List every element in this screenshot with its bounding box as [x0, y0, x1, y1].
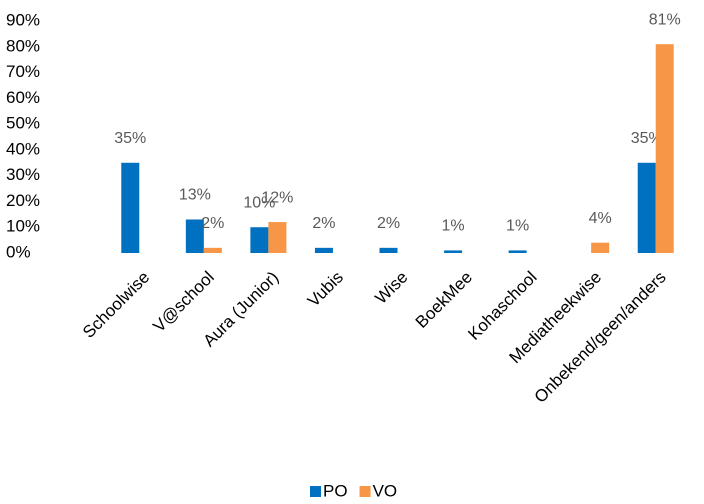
- bar: [655, 44, 674, 254]
- bar: [121, 162, 140, 253]
- legend-label: PO: [323, 481, 348, 500]
- legend-swatch: [310, 486, 321, 497]
- bar: [268, 222, 287, 253]
- legend-label: VO: [373, 481, 398, 500]
- data-label: 35%: [631, 130, 663, 147]
- x-tick-label: V@school: [149, 268, 217, 336]
- data-label: 1%: [506, 218, 529, 235]
- y-tick-label: 0%: [6, 242, 31, 261]
- y-tick-label: 10%: [6, 217, 40, 236]
- y-tick-label: 50%: [6, 114, 40, 133]
- bar: [591, 242, 610, 253]
- data-label: 4%: [589, 210, 612, 227]
- data-label: 2%: [377, 215, 400, 232]
- x-tick-label: Wise: [371, 268, 411, 308]
- data-label: 2%: [312, 215, 335, 232]
- y-tick-label: 60%: [6, 88, 40, 107]
- bar: [444, 250, 463, 253]
- data-label: 12%: [261, 189, 293, 206]
- x-tick-label: Vubis: [304, 268, 347, 311]
- y-tick-label: 30%: [6, 165, 40, 184]
- data-label: 35%: [114, 130, 146, 147]
- legend-swatch: [359, 486, 371, 497]
- y-tick-label: 80%: [6, 36, 40, 55]
- y-tick-label: 40%: [6, 139, 40, 158]
- data-label: 2%: [201, 215, 224, 232]
- bar: [508, 250, 527, 253]
- y-tick-label: 20%: [6, 191, 40, 210]
- x-tick-label: Schoolwise: [79, 268, 153, 342]
- bar: [379, 247, 398, 253]
- y-tick-label: 90%: [6, 10, 40, 29]
- data-label: 13%: [179, 187, 211, 204]
- data-label: 1%: [441, 218, 464, 235]
- x-tick-label: BoekMee: [412, 268, 476, 332]
- bar: [314, 247, 333, 253]
- data-label: 81%: [649, 11, 681, 28]
- bar: [637, 162, 656, 253]
- x-tick-label: Onbekend/geen/anders: [531, 268, 670, 407]
- data-label: 10%: [243, 194, 275, 211]
- bar: [203, 247, 222, 253]
- y-tick-label: 70%: [6, 62, 40, 81]
- bar: [185, 219, 204, 253]
- bar: [250, 227, 269, 253]
